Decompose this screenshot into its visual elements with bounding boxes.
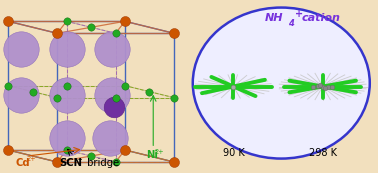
Text: 298 K: 298 K [309,148,337,158]
Point [315,84,321,87]
Text: 2+: 2+ [26,156,36,162]
Point [64,84,70,87]
Point [5,84,11,87]
Point [318,83,324,86]
Point [88,155,94,157]
Point [325,86,331,89]
Point [54,96,60,99]
Point [64,47,70,50]
Point [111,106,117,108]
Point [19,94,25,97]
Point [5,20,11,23]
Point [320,85,326,88]
Point [30,90,36,93]
Text: NH: NH [265,13,283,23]
Point [171,161,177,163]
Point [88,26,94,29]
Point [64,94,70,97]
Point [171,161,177,163]
Point [54,32,60,35]
Point [146,90,152,93]
Point [19,47,25,50]
Point [5,20,11,23]
Point [171,32,177,35]
Point [122,149,128,151]
Text: 2+: 2+ [154,149,164,155]
Point [5,149,11,151]
Text: bridge: bridge [84,158,119,168]
Point [171,32,177,35]
Point [64,137,70,139]
Text: cation: cation [301,13,340,23]
Text: 4: 4 [288,19,294,28]
Point [64,20,70,23]
Ellipse shape [193,8,370,159]
Point [231,85,237,88]
Point [54,32,60,35]
Text: 90 K: 90 K [223,148,244,158]
Point [54,161,60,163]
Text: Cd: Cd [16,158,30,168]
Point [122,20,128,23]
Point [122,20,128,23]
Point [113,32,119,35]
Point [113,96,119,99]
Point [109,47,115,50]
Point [107,137,113,139]
Point [5,149,11,151]
Text: –: – [77,155,82,164]
Text: SCN: SCN [59,158,82,168]
Point [64,149,70,151]
Point [322,87,328,90]
Text: Ni: Ni [146,150,158,160]
Point [109,94,115,97]
Point [113,161,119,163]
Point [329,85,335,88]
Point [122,149,128,151]
Text: +: + [295,9,303,19]
Point [54,161,60,163]
Point [122,84,128,87]
Point [310,85,316,88]
Point [171,96,177,99]
